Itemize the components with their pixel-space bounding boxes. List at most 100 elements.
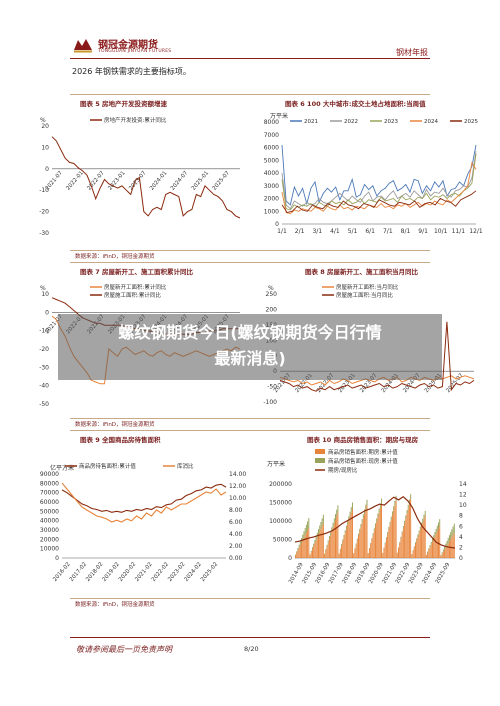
bar-presale [390,520,392,558]
bar-completed [452,526,454,536]
x-tick-label: 3/1 [312,228,322,235]
bar-presale [325,550,327,558]
bar-presale [434,536,436,558]
y2-tick-label: 2 [459,544,463,551]
bar-completed [296,551,298,554]
bar-completed [390,516,392,521]
bar-completed [302,534,304,541]
bar-completed [453,523,455,534]
bar-presale [316,537,318,558]
bar-presale [342,541,344,558]
bar-presale [347,525,349,558]
bar-presale [337,512,339,558]
bar-completed [297,548,299,551]
bar-presale [382,553,384,558]
bar-presale [407,509,409,558]
bar-presale [366,505,368,558]
bar-completed [422,518,424,524]
bar-completed [328,536,330,540]
y2-tick-label: 14 [459,481,467,488]
brand-name: 钢冠金源期货 [98,40,158,51]
bar-completed [339,548,341,550]
headline-line-1: 螺纹钢期货今日(螺纹钢期货今日行情 [118,323,382,342]
axis-unit: 亿平方米 [50,464,74,472]
bar-presale [398,548,399,558]
y2-tick-label: 12.00 [229,483,246,490]
y2-tick-label: 4.00 [229,531,243,538]
bar-presale [419,530,421,558]
bar-completed [318,529,319,535]
disclaimer-note[interactable]: 敬请参阅最后一页免责声明 [76,645,172,654]
bar-completed [350,507,352,513]
bar-completed [418,530,420,534]
bar-presale [408,504,410,558]
y-tick-label: 2000 [264,196,279,203]
axis-unit: 万平米 [267,460,285,468]
bar-completed [345,525,347,530]
bar-completed [385,537,387,540]
bar-presale [324,554,326,558]
y-tick-label: 40000 [40,518,59,525]
bar-presale [415,544,416,558]
y2-tick-label: 6 [459,523,463,530]
axis-unit: % [268,285,274,292]
bar-completed [398,547,399,549]
bar-presale [413,547,415,558]
bar-presale [388,529,390,558]
bar-presale [401,533,403,558]
x-tick-label: 2021-07 [45,170,65,192]
figure-title: 图表 9 全国商品房待售面积 [80,436,161,444]
bar-completed [410,494,412,500]
y-tick-label: 0 [275,221,279,228]
bar-completed [401,531,403,534]
bar-completed [423,514,425,520]
bar-presale [353,553,355,558]
y-tick-label: 30000 [40,527,59,534]
y-tick-label: 6000 [264,145,279,152]
bar-completed [384,542,386,544]
bar-completed [442,549,444,552]
bar-completed [413,546,415,548]
x-tick-label: 6/1 [365,228,375,235]
x-tick-label: 2/1 [295,228,305,235]
y-tick-label: 90000 [40,471,59,478]
section-divider [70,598,430,599]
figure-title: 图表 6 100 大中城市:成交土地占地面积:当周值 [285,100,426,108]
y-tick-label: 70000 [40,490,59,497]
legend-label: 2023 [384,119,398,125]
report-header: 钢冠金源期货 TONGGUAN JINYUAN FUTURES 钢材年报 [0,0,500,62]
y-tick-label: 0 [55,555,59,562]
bar-presale [430,544,432,558]
bar-completed [434,532,436,537]
bar-completed [415,542,416,545]
bar-presale [423,519,425,558]
y2-tick-label: 0 [459,555,463,562]
bar-completed [325,549,327,551]
bar-completed [298,544,300,549]
bar-presale [319,532,321,558]
bar-presale [339,549,341,558]
bar-completed [391,511,393,516]
page-number: 8/20 [244,645,259,653]
bar-presale [447,543,449,558]
bar-completed [399,542,401,544]
bar-presale [395,501,397,558]
bar-presale [304,535,306,558]
y2-tick-label: 8.00 [229,507,243,514]
chart-sales-area: 200000 150000 100000 50000 0 14 12 10 8 6 4 2 0 万平米 20… [255,448,485,594]
bar-presale [416,540,418,558]
headline-text[interactable]: 螺纹钢期货今日(螺纹钢期货今日行情 最新消息) [58,320,442,372]
bar-presale [302,540,304,558]
series-line [281,144,477,206]
bar-presale [375,526,376,558]
bar-presale [453,533,455,558]
x-tick-label: 2022-01 [65,170,84,191]
series-line [61,483,227,513]
bar-presale [393,510,395,558]
bar-presale [384,543,386,558]
bar-presale [362,518,364,558]
bar-completed [319,525,321,533]
bar-completed [438,522,439,529]
bar-presale [373,530,375,558]
bar-presale [448,541,450,558]
